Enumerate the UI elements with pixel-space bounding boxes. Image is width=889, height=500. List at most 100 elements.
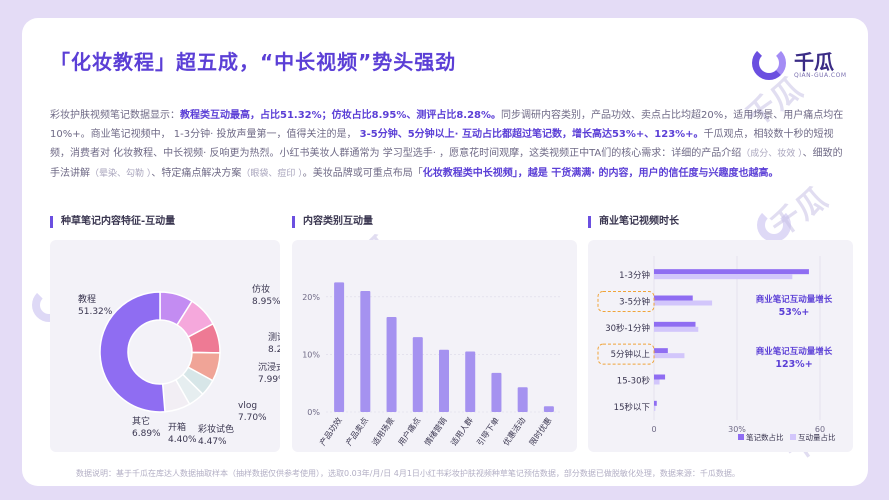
summary-highlight: 3-5分钟、5分钟以上· 互动占比都超过笔记数，增长高达53%+、123%+。 — [359, 129, 704, 140]
hbar-category-label: 15秒以下 — [614, 402, 651, 413]
bar-引导下单 — [491, 372, 502, 412]
donut-slice-教程 — [99, 291, 166, 413]
hbar-panel: 0 30% 60 1-3分钟 3-5分钟 30秒-1分钟 5分钟以上 15-30秒 15秒以下 商… — [588, 240, 853, 452]
donut-label: 沉浸式 — [258, 361, 280, 373]
bar-x-tick-label: 产品卖点 — [343, 415, 370, 447]
bar-情绪营销 — [439, 349, 449, 412]
hbar-panel-title: 商业笔记视频时长 — [588, 216, 679, 228]
hbar-engagement-share-30秒-1分钟 — [654, 326, 699, 332]
hbar-legend-swatch — [790, 434, 796, 440]
donut-value-label: 7.70% — [238, 413, 267, 423]
watermark-logo-mark — [757, 208, 791, 242]
summary-text: 千瓜观点，相较数十秒的短视频，消费者对 化妆教程、中长视频· 反响更为热烈。小红… — [50, 129, 834, 159]
donut-value-label: 4.47% — [198, 437, 227, 447]
hbar-legend-label: 笔记数占比 — [746, 432, 784, 442]
hbar-engagement-share-15-30秒 — [654, 379, 660, 385]
donut-label: 测评 — [268, 332, 280, 343]
hbar-notes-share-30秒-1分钟 — [654, 321, 696, 327]
donut-chart: 教程 51.32% 仿妆 8.95% 测评 8.28% 沉浸式 7.99% vlog 7.70% 彩… — [78, 283, 297, 447]
summary-aside: （眼袋、痘印 ） — [241, 169, 303, 179]
donut-value-label: 8.95% — [252, 297, 280, 307]
donut-label: 教程 — [78, 293, 96, 305]
hbar-engagement-share-15秒以下 — [654, 405, 656, 411]
summary-paragraph: 彩妆护肤视频笔记数据显示：教程类互动最高，占比51.32%；仿妆占比8.95%、… — [50, 106, 850, 184]
brand-logo-mark — [752, 46, 786, 80]
donut-value-label: 4.40% — [168, 435, 197, 445]
bar-chart: 0% 10% 20% 产品功效 产品卖点 适用场景 用户痛点 情绪营销 适用人群 引导下单 优惠活动… — [302, 282, 562, 447]
bar-x-tick-label: 适用人群 — [448, 415, 475, 447]
hbar-notes-share-1-3分钟 — [654, 269, 809, 275]
hbar-highlight-box — [597, 343, 655, 365]
hbar-notes-share-15-30秒 — [654, 374, 666, 380]
brand-logo: 千瓜 QIAN-GUA.COM — [752, 40, 862, 90]
bar-x-tick-label: 优惠活动 — [501, 415, 528, 447]
summary-text: 、细致的手法讲解 — [50, 148, 843, 179]
hbar-callout-value: 53%+ — [779, 307, 810, 318]
bar-适用场景 — [386, 316, 397, 412]
donut-label: 仿妆 — [252, 283, 270, 295]
hbar-x-tick-label: 0 — [651, 425, 656, 434]
hbar-notes-share-3-5分钟 — [654, 295, 693, 301]
hbar-category-label: 3-5分钟 — [619, 297, 650, 308]
hbar-legend-swatch — [738, 434, 744, 440]
summary-highlight: 教程类互动最高，占比51.32%；仿妆占比8.95%、测评占比8.28%。 — [180, 110, 502, 121]
bar-优惠活动 — [517, 387, 528, 412]
summary-aside: （成分、妆效 ） — [741, 149, 803, 159]
donut-label: 开箱 — [168, 421, 186, 433]
donut-label: 其它 — [132, 415, 150, 427]
hbar-engagement-share-3-5分钟 — [654, 300, 713, 306]
data-footnote: 数据说明：基于千瓜在库达人数据抽取样本（抽样数据仅供参考使用），选取0.03年/… — [76, 469, 740, 478]
donut-label: vlog — [238, 401, 257, 411]
donut-panel: 教程 51.32% 仿妆 8.95% 测评 8.28% 沉浸式 7.99% vlog 7.70% 彩… — [50, 240, 297, 452]
donut-value-label: 51.32% — [78, 307, 113, 317]
hbar-callout-title: 商业笔记互动量增长 — [756, 346, 833, 357]
bar-适用人群 — [465, 351, 476, 412]
hbar-category-label: 5分钟以上 — [611, 349, 651, 360]
hbar-notes-share-15秒以下 — [654, 400, 657, 406]
summary-text: 。美妆品牌或可重点布局「 — [302, 168, 423, 179]
watermark-text: 千瓜 — [764, 181, 834, 245]
bar-产品卖点 — [360, 291, 371, 412]
bar-y-tick-label: 0% — [307, 408, 320, 417]
hbar-callout-title: 商业笔记互动量增长 — [756, 294, 833, 305]
bar-x-tick-label: 限时优惠 — [527, 415, 554, 447]
bar-x-tick-label: 引导下单 — [475, 415, 502, 447]
summary-highlight: 化妆教程类中长视频」，越是 干货满满· 的内容，用户的信任度与兴趣度也越高。 — [422, 168, 779, 179]
donut-value-label: 6.89% — [132, 429, 161, 439]
summary-aside: （晕染、勾勒 ） — [90, 169, 152, 179]
bar-x-tick-label: 情绪营销 — [422, 415, 449, 447]
hbar-chart: 0 30% 60 1-3分钟 3-5分钟 30秒-1分钟 5分钟以上 15-30秒 15秒以下 商… — [597, 256, 836, 442]
brand-name: 千瓜 — [794, 50, 834, 74]
hbar-callout-value: 123%+ — [775, 359, 812, 370]
bar-y-tick-label: 10% — [302, 350, 320, 359]
report-card: 千瓜 千瓜 千瓜 千瓜 千瓜 千瓜 千瓜 千瓜 「化妆教程」超五成，“中长视频”… — [22, 18, 868, 486]
hbar-engagement-share-5分钟以上 — [654, 353, 685, 359]
hbar-category-label: 30秒-1分钟 — [605, 323, 650, 334]
hbar-engagement-share-1-3分钟 — [654, 274, 793, 280]
summary-text: 同步调研内容类别，产品功效、卖点占比均超20%，适用场景、用户痛点均在10%+。… — [50, 110, 844, 140]
bar-限时优惠 — [543, 406, 554, 412]
bar-panel-title: 内容类别互动量 — [292, 216, 373, 228]
page-title: 「化妆教程」超五成，“中长视频”势头强劲 — [50, 50, 457, 74]
hbar-notes-share-5分钟以上 — [654, 348, 668, 354]
bar-y-tick-label: 20% — [302, 293, 320, 302]
donut-label: 彩妆试色 — [198, 423, 234, 435]
hbar-category-label: 1-3分钟 — [619, 270, 650, 281]
brand-url: QIAN-GUA.COM — [794, 72, 847, 79]
hbar-category-label: 15-30秒 — [617, 376, 651, 387]
hbar-legend-label: 互动量占比 — [798, 432, 836, 442]
hbar-x-tick-label: 30% — [728, 425, 746, 434]
summary-text: 彩妆护肤视频笔记数据显示： — [50, 110, 180, 121]
bar-用户痛点 — [412, 337, 423, 412]
donut-value-label: 7.99% — [258, 375, 280, 385]
bar-x-tick-label: 用户痛点 — [396, 415, 423, 447]
hbar-x-tick-label: 60 — [815, 425, 825, 434]
bar-x-tick-label: 适用场景 — [370, 415, 397, 447]
donut-panel-title: 种草笔记内容特征-互动量 — [50, 216, 175, 228]
donut-value-label: 8.28% — [268, 345, 280, 355]
summary-text: 、特定痛点解决方案 — [151, 168, 242, 179]
bar-x-tick-label: 产品功效 — [317, 415, 344, 447]
bar-panel: 0% 10% 20% 产品功效 产品卖点 适用场景 用户痛点 情绪营销 适用人群 引导下单 优惠活动… — [292, 240, 577, 452]
bar-产品功效 — [334, 282, 345, 412]
hbar-highlight-box — [597, 291, 655, 312]
